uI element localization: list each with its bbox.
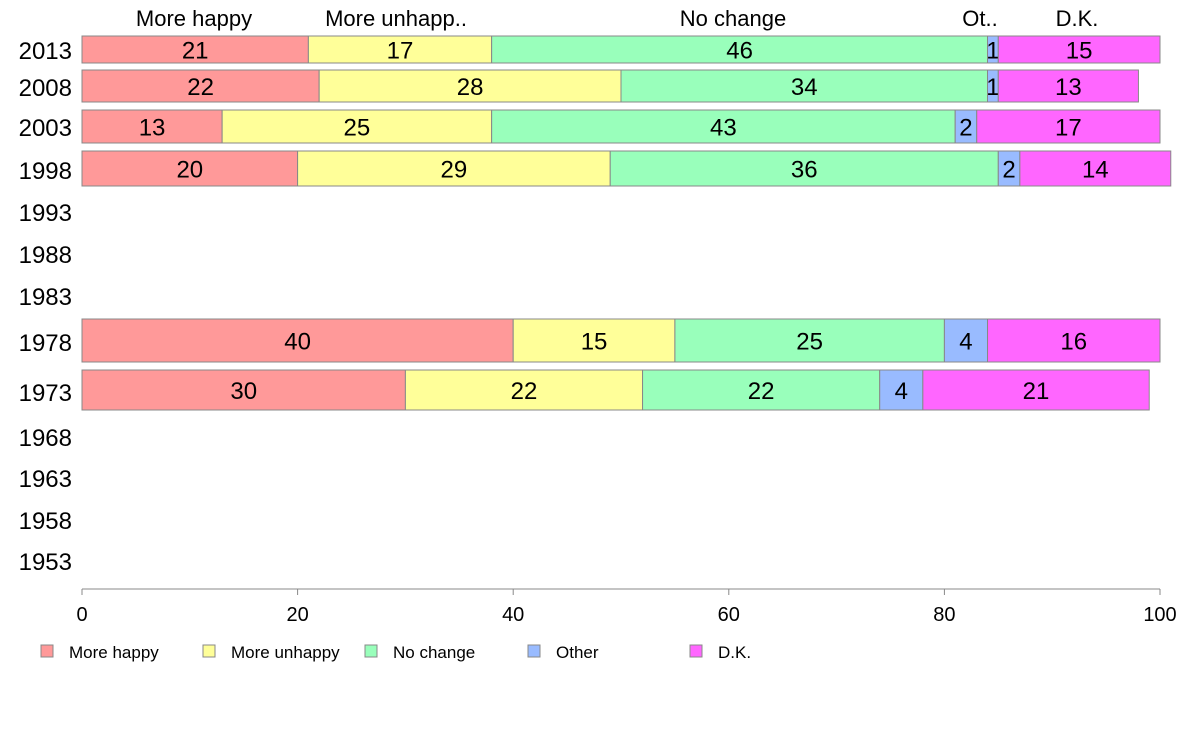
bar-segment (491, 35, 989, 64)
legend-label: No change (393, 643, 475, 662)
bar-segment (922, 369, 1150, 411)
data-label: 22 (511, 378, 538, 405)
year-label: 2008 (19, 75, 72, 102)
x-tick-label: 40 (502, 604, 524, 626)
bar-segment (609, 150, 999, 187)
bar-segment (307, 35, 493, 64)
data-label: 21 (1023, 378, 1050, 405)
column-header: D.K. (1056, 6, 1099, 31)
bar-segment (620, 69, 989, 103)
x-tick-label: 20 (286, 604, 308, 626)
data-label: 15 (1066, 38, 1093, 65)
data-label: 25 (796, 329, 823, 356)
data-label: 13 (1055, 74, 1082, 101)
data-label: 1 (986, 38, 999, 65)
year-label: 1958 (19, 508, 72, 535)
year-label: 1988 (19, 242, 72, 269)
bar-segment (879, 369, 924, 411)
legend-label: D.K. (718, 643, 751, 662)
bar-segment (404, 369, 644, 411)
legend-label: Other (556, 643, 599, 662)
data-label: 21 (182, 38, 209, 65)
legend-swatch (527, 644, 541, 658)
year-label: 1973 (19, 380, 72, 407)
column-header: More happy (136, 6, 252, 31)
data-label: 4 (959, 329, 972, 356)
bar-segment (491, 109, 956, 144)
data-label: 4 (895, 378, 908, 405)
year-label: 1998 (19, 158, 72, 185)
data-label: 16 (1060, 329, 1087, 356)
legend-swatch (202, 644, 216, 658)
data-label: 14 (1082, 157, 1109, 184)
legend-label: More unhappy (231, 643, 340, 662)
bar-segment (512, 318, 676, 363)
bar-segment (81, 318, 514, 363)
legend-swatch (689, 644, 703, 658)
year-label: 2003 (19, 115, 72, 142)
legend-label: More happy (69, 643, 159, 662)
year-label: 1978 (19, 330, 72, 357)
year-label: 1993 (19, 200, 72, 227)
column-header: More unhapp.. (325, 6, 467, 31)
bar-segment (81, 150, 299, 187)
x-tick-label: 60 (718, 604, 740, 626)
data-label: 1 (986, 74, 999, 101)
year-label: 1963 (19, 466, 72, 493)
data-label: 40 (284, 329, 311, 356)
bar-segment (81, 35, 309, 64)
bar-segment (81, 369, 406, 411)
x-tick-label: 80 (933, 604, 955, 626)
bar-segment (976, 109, 1161, 144)
data-label: 13 (139, 115, 166, 142)
year-label: 1968 (19, 425, 72, 452)
data-label: 36 (791, 157, 818, 184)
bar-segment (997, 35, 1161, 64)
year-label: 1953 (19, 549, 72, 576)
year-label: 1983 (19, 284, 72, 311)
year-label: 2013 (19, 38, 72, 65)
x-tick-label: 100 (1143, 604, 1176, 626)
data-label: 34 (791, 74, 818, 101)
bar-segment (642, 369, 881, 411)
bar-segment (81, 109, 223, 144)
legend-swatch (364, 644, 378, 658)
data-label: 46 (726, 38, 753, 65)
bar-segment (674, 318, 945, 363)
data-label: 25 (344, 115, 371, 142)
data-label: 17 (1055, 115, 1082, 142)
data-label: 22 (748, 378, 775, 405)
data-label: 29 (441, 157, 468, 184)
data-label: 30 (230, 378, 257, 405)
data-label: 17 (387, 38, 414, 65)
bar-segment (997, 69, 1139, 103)
bar-segment (987, 318, 1161, 363)
data-label: 20 (176, 157, 203, 184)
column-header: No change (680, 6, 786, 31)
column-header: Ot.. (962, 6, 997, 31)
data-label: 22 (187, 74, 214, 101)
data-label: 2 (1002, 157, 1015, 184)
data-label: 2 (959, 115, 972, 142)
x-tick-label: 0 (76, 604, 87, 626)
data-label: 28 (457, 74, 484, 101)
bar-segment (81, 69, 320, 103)
bar-segment (318, 69, 622, 103)
bar-segment (297, 150, 611, 187)
data-label: 43 (710, 115, 737, 142)
bar-segment (943, 318, 989, 363)
bar-segment (1019, 150, 1172, 187)
legend-swatch (40, 644, 54, 658)
data-label: 15 (581, 329, 608, 356)
